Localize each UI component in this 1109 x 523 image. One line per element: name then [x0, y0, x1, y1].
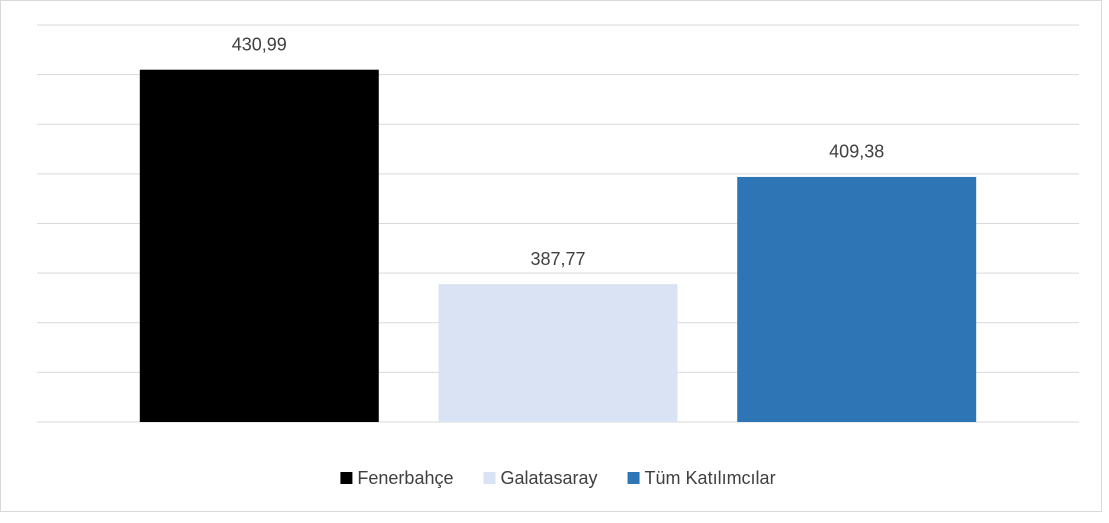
legend-swatch	[627, 472, 640, 484]
legend-swatch	[340, 472, 353, 484]
legend-label: Fenerbahçe	[357, 468, 453, 488]
legend-label: Galatasaray	[500, 468, 597, 488]
data-label: 430,99	[232, 34, 287, 54]
legend-label: Tüm Katılımcılar	[645, 468, 776, 488]
data-label: 387,77	[530, 249, 585, 269]
data-label: 409,38	[829, 142, 884, 162]
bar	[139, 69, 379, 422]
bar	[438, 284, 678, 422]
legend-swatch	[483, 472, 496, 484]
bar	[737, 176, 977, 422]
